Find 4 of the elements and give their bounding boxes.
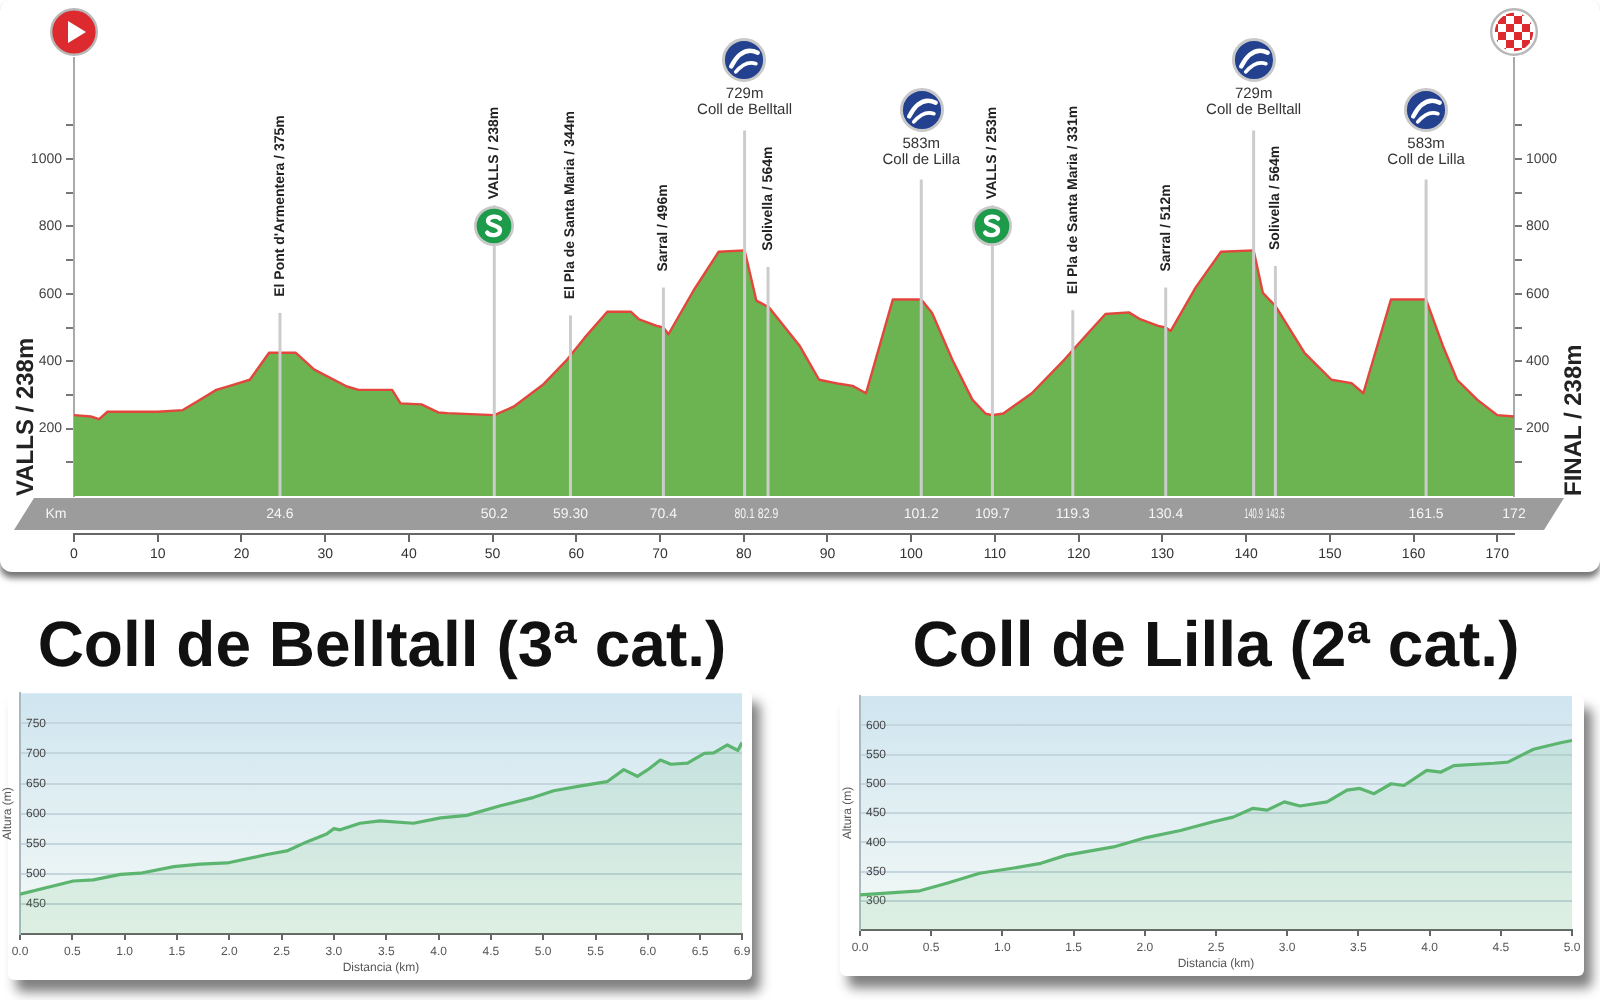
chart-title: Coll de Lilla (2ª cat.) bbox=[912, 608, 1520, 680]
chart-title: Coll de Belltall (3ª cat.) bbox=[37, 608, 727, 680]
y2-axis-title: FINAL / 238m bbox=[1558, 344, 1587, 496]
y-axis-title: VALLS / 238m bbox=[10, 337, 39, 496]
